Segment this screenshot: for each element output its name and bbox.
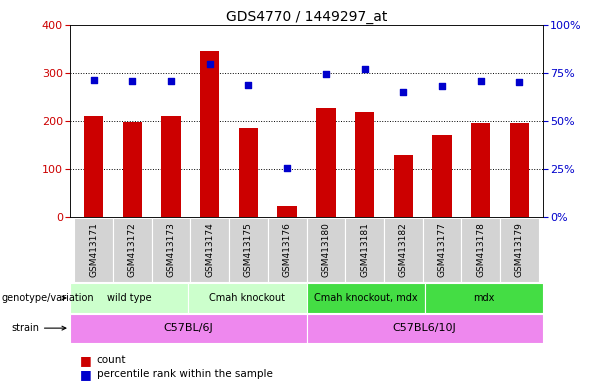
Text: count: count (97, 355, 126, 365)
Point (514, 79, 524, 85)
Text: GSM413173: GSM413173 (167, 223, 175, 277)
Text: strain: strain (11, 323, 39, 333)
Text: GSM413171: GSM413171 (89, 223, 98, 277)
Bar (278, 207, 297, 217)
Bar (345, 218, 384, 282)
Bar (306, 218, 345, 282)
Bar (306, 314, 543, 343)
Bar (70, 283, 189, 313)
Point (205, 61, 215, 68)
Text: GSM413172: GSM413172 (128, 223, 137, 277)
Bar (113, 218, 152, 282)
Text: GSM413179: GSM413179 (515, 223, 524, 277)
Bar (500, 218, 539, 282)
Point (243, 82, 253, 88)
Point (282, 164, 292, 170)
Bar (200, 51, 219, 217)
Point (398, 89, 408, 95)
Bar (394, 155, 413, 217)
Bar (422, 218, 461, 282)
Bar (191, 218, 229, 282)
Text: GSM413182: GSM413182 (398, 223, 408, 277)
Bar (152, 218, 191, 282)
Text: GSM413178: GSM413178 (476, 223, 485, 277)
Point (89, 77, 99, 83)
Bar (316, 108, 335, 217)
Bar (84, 116, 104, 217)
Text: GSM413177: GSM413177 (438, 223, 446, 277)
Bar (239, 128, 258, 217)
Bar (123, 122, 142, 217)
Text: GSM413176: GSM413176 (283, 223, 292, 277)
Text: GSM413181: GSM413181 (360, 223, 369, 277)
Text: GSM413180: GSM413180 (321, 223, 330, 277)
Bar (509, 123, 529, 217)
Text: mdx: mdx (473, 293, 494, 303)
Point (360, 66, 370, 72)
Bar (384, 218, 422, 282)
Point (166, 78, 176, 84)
Bar (189, 283, 306, 313)
Bar (229, 218, 268, 282)
Bar (471, 123, 490, 217)
Text: wild type: wild type (107, 293, 152, 303)
Text: ■: ■ (80, 354, 91, 367)
Text: C57BL/6J: C57BL/6J (164, 323, 213, 333)
Text: GSM413175: GSM413175 (244, 223, 253, 277)
Text: ■: ■ (80, 368, 91, 381)
Bar (74, 218, 113, 282)
Text: percentile rank within the sample: percentile rank within the sample (97, 369, 273, 379)
Bar (355, 113, 374, 217)
Bar (424, 283, 543, 313)
Point (437, 83, 447, 89)
Point (476, 78, 485, 84)
Bar (70, 314, 306, 343)
Bar (268, 218, 306, 282)
Text: Cmah knockout, mdx: Cmah knockout, mdx (314, 293, 417, 303)
Bar (306, 283, 424, 313)
Bar (432, 136, 452, 217)
Text: GDS4770 / 1449297_at: GDS4770 / 1449297_at (226, 10, 387, 23)
Point (128, 78, 137, 84)
Text: C57BL6/10J: C57BL6/10J (393, 323, 456, 333)
Bar (461, 218, 500, 282)
Point (321, 71, 331, 77)
Text: genotype/variation: genotype/variation (1, 293, 94, 303)
Bar (161, 116, 181, 217)
Text: Cmah knockout: Cmah knockout (210, 293, 286, 303)
Text: GSM413174: GSM413174 (205, 223, 215, 277)
